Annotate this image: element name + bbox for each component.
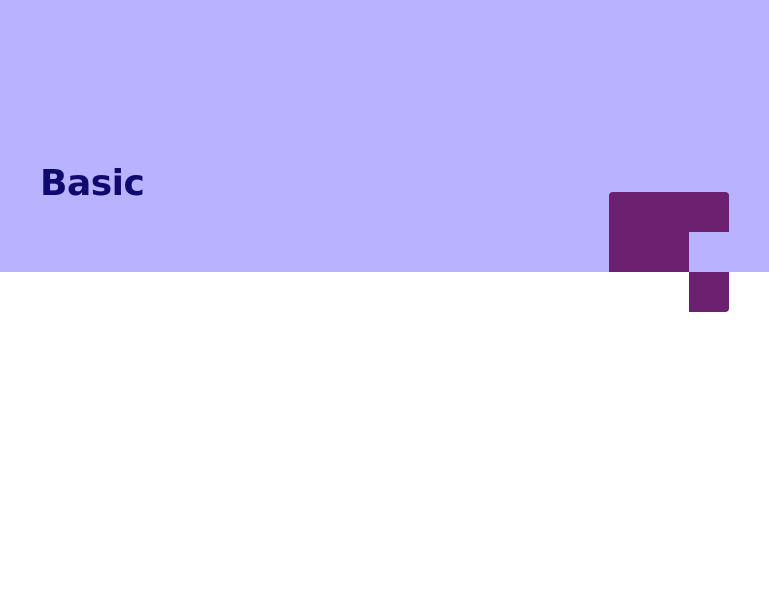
hero-banner: Basic [0, 0, 769, 272]
page-title: Basic [40, 163, 145, 204]
content-area [0, 272, 769, 599]
pixel-block-logo-icon [609, 192, 729, 312]
logo-shape [609, 192, 729, 312]
